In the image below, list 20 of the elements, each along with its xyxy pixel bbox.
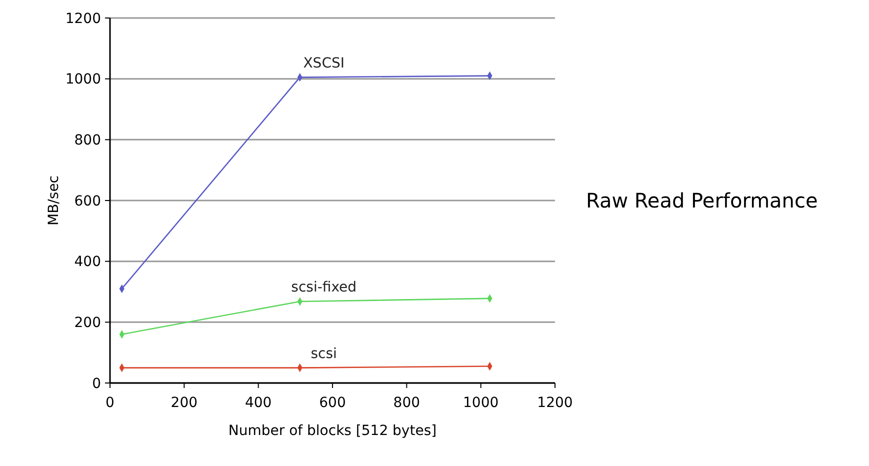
series-label: scsi — [310, 346, 337, 362]
x-tick-label: 200 — [170, 395, 198, 411]
y-tick-label: 1000 — [65, 72, 101, 88]
y-tick-label: 600 — [74, 193, 101, 210]
series-label: XSCSI — [303, 55, 345, 72]
x-tick-label: 600 — [319, 395, 346, 411]
x-axis-title: Number of blocks [512 bytes] — [228, 423, 437, 439]
y-tick-label: 1200 — [65, 10, 101, 27]
text: Raw Read Performance — [586, 188, 818, 212]
x-tick-label: 400 — [244, 395, 272, 411]
x-tick-label: 800 — [393, 395, 420, 411]
y-tick-label: 400 — [74, 254, 101, 270]
y-tick-label: 200 — [74, 315, 101, 332]
y-tick-label: 0 — [92, 376, 101, 392]
y-tick-label: 800 — [74, 132, 101, 149]
series-label: scsi-fixed — [291, 279, 357, 296]
y-axis-title: MB/sec — [46, 175, 62, 226]
x-tick-label: 1200 — [537, 395, 573, 411]
x-tick-label: 0 — [106, 395, 114, 411]
x-tick-label: 1000 — [463, 395, 499, 411]
